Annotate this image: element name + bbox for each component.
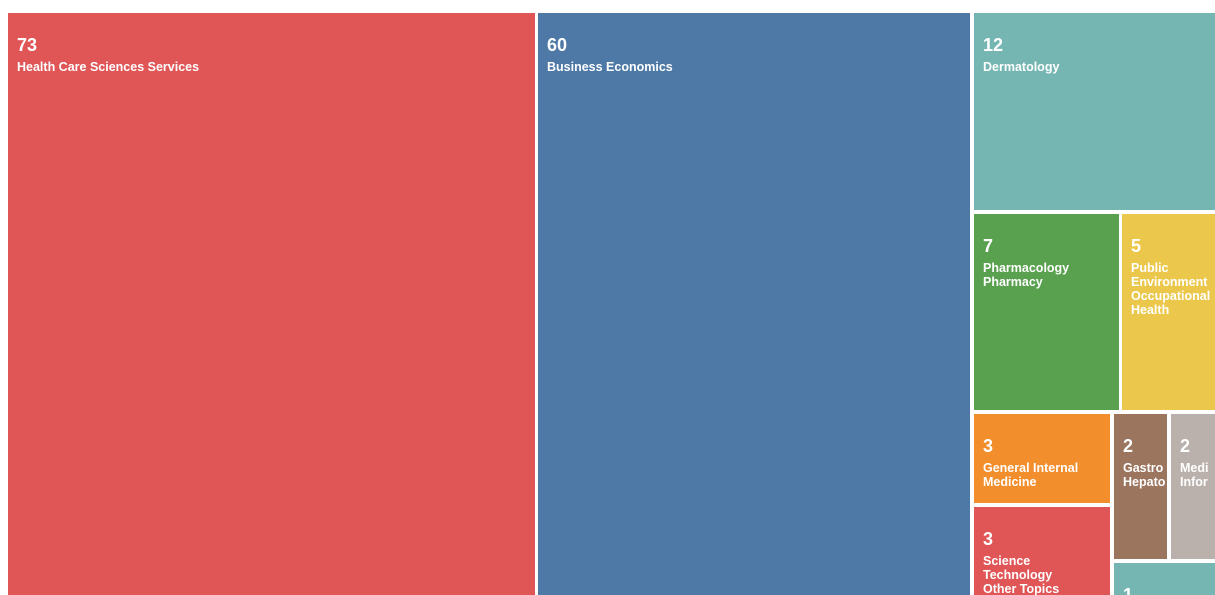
tile-label: Health Care Sciences Services (17, 60, 200, 74)
treemap-tile[interactable]: 5 Public Environment Occupational Health (1122, 214, 1215, 410)
tile-value: 1 (1123, 585, 1134, 595)
tile-label: Science Technology Other Topics (983, 554, 1060, 595)
treemap-tile[interactable]: 1 (1114, 563, 1215, 595)
treemap-tile[interactable]: 3 Science Technology Other Topics (974, 507, 1110, 595)
tile-label: Dermatology (983, 60, 1060, 74)
tile-value: 60 (547, 35, 568, 55)
tile-value: 7 (983, 236, 994, 256)
tile-label: General Internal Medicine (983, 461, 1079, 489)
tile-label: Public Environment Occupational Health (1131, 261, 1211, 317)
tile-label: Pharmacology Pharmacy (983, 261, 1070, 289)
treemap-tile[interactable]: 3 General Internal Medicine (974, 414, 1110, 503)
tile-value: 3 (983, 436, 994, 456)
treemap-tile[interactable]: 2 Gastro Hepato (1114, 414, 1167, 559)
treemap-tile[interactable]: 73 Health Care Sciences Services (8, 13, 535, 595)
treemap-tile[interactable]: 12 Dermatology (974, 13, 1215, 210)
treemap-tile[interactable]: 2 Medi Infor (1171, 414, 1215, 559)
tile-value: 12 (983, 35, 1004, 55)
tile-label: Business Economics (547, 60, 673, 74)
treemap-tile[interactable]: 60 Business Economics (538, 13, 970, 595)
tile-value: 2 (1123, 436, 1134, 456)
tile-label: Gastro Hepato (1123, 461, 1166, 489)
tile-value: 73 (17, 35, 38, 55)
tile-value: 3 (983, 529, 994, 549)
tile-value: 2 (1180, 436, 1191, 456)
tile-label: Medi Infor (1180, 461, 1209, 489)
tile-value: 5 (1131, 236, 1142, 256)
treemap-tile[interactable]: 7 Pharmacology Pharmacy (974, 214, 1119, 410)
